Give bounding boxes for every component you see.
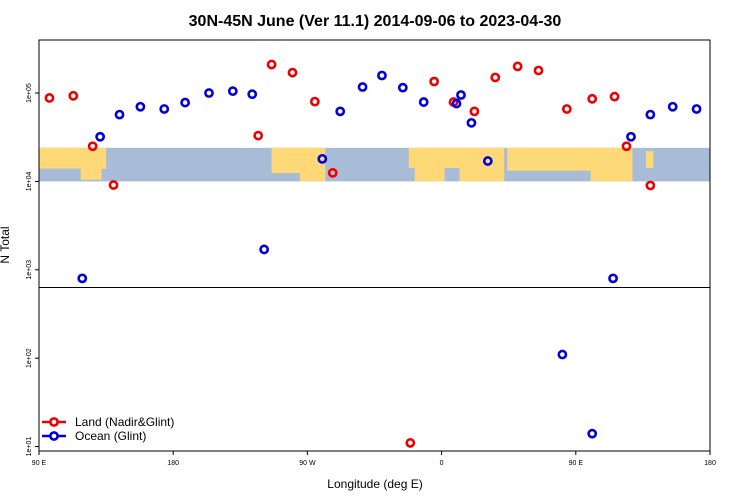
- legend-marker: [49, 417, 59, 427]
- ocean-point: [317, 153, 328, 164]
- legend: Land (Nadir&Glint)Ocean (Glint): [42, 415, 174, 443]
- land-point: [405, 438, 416, 448]
- map-land-1: [80, 166, 102, 180]
- ocean-point: [482, 156, 493, 166]
- land-point: [87, 141, 98, 152]
- land-point: [587, 93, 598, 104]
- ocean-point: [357, 82, 368, 92]
- map-land-8: [590, 167, 633, 182]
- map-land-6: [459, 167, 505, 182]
- land-point: [68, 90, 79, 101]
- ocean-point: [667, 101, 678, 112]
- ocean-point: [204, 88, 214, 98]
- ocean-point: [247, 89, 258, 100]
- ocean-point: [587, 428, 598, 439]
- land-point: [309, 96, 320, 107]
- plot-frame: [38, 39, 711, 452]
- land-point: [253, 130, 264, 141]
- ocean-point: [180, 97, 191, 108]
- ocean-point: [114, 109, 125, 120]
- land-point: [645, 180, 656, 191]
- map-land-4: [408, 147, 505, 168]
- land-point: [327, 167, 338, 178]
- y-tick-label: 1e+04: [26, 171, 33, 191]
- ocean-point: [77, 273, 88, 284]
- y-tick-label: 1e+01: [26, 437, 33, 457]
- map-land-3: [299, 167, 326, 182]
- map-land-7: [507, 147, 633, 171]
- x-tick-label: 0: [440, 460, 444, 467]
- land-point: [429, 76, 440, 87]
- y-tick-label: 1e+03: [26, 260, 33, 280]
- ocean-point: [335, 106, 346, 117]
- x-axis-label: Longitude (deg E): [327, 477, 422, 491]
- ocean-point: [259, 244, 270, 255]
- x-tick-label: 180: [167, 460, 179, 467]
- ocean-point: [645, 109, 656, 120]
- land-point: [44, 93, 55, 103]
- x-tick-label: 90 E: [569, 460, 584, 467]
- ocean-point: [397, 82, 408, 93]
- land-point: [469, 106, 480, 117]
- map-land-9: [645, 151, 654, 168]
- ocean-point: [626, 131, 636, 142]
- y-tick-label: 1e+02: [26, 348, 33, 368]
- ocean-point: [418, 97, 429, 107]
- world-map-band: [39, 147, 710, 182]
- land-point: [533, 65, 544, 76]
- chart-title: 30N-45N June (Ver 11.1) 2014-09-06 to 20…: [189, 13, 562, 30]
- y-axis-label: N Total: [0, 226, 12, 263]
- land-point: [287, 67, 298, 78]
- ocean-point: [691, 104, 702, 114]
- ocean-point: [227, 86, 238, 97]
- map-land-0: [39, 147, 107, 169]
- x-tick-label: 180: [704, 460, 716, 467]
- ocean-point: [451, 98, 462, 109]
- legend-label: Ocean (Glint): [75, 429, 146, 443]
- legend-label: Land (Nadir&Glint): [75, 415, 174, 429]
- ocean-point: [466, 117, 477, 128]
- land-point: [266, 59, 277, 70]
- x-tick-label: 90 W: [299, 460, 316, 467]
- land-point: [512, 61, 523, 72]
- ocean-point: [608, 273, 618, 284]
- land-point: [561, 104, 572, 114]
- land-point: [621, 141, 632, 152]
- ocean-point: [456, 90, 466, 100]
- ocean-point: [377, 70, 387, 81]
- ocean-point: [557, 349, 568, 360]
- map-land-5: [414, 166, 445, 182]
- ocean-point: [159, 104, 170, 114]
- land-point: [108, 180, 119, 190]
- legend-marker: [49, 431, 59, 441]
- land-point: [609, 91, 620, 102]
- land-point: [490, 72, 501, 83]
- ocean-point: [95, 131, 106, 142]
- ocean-point: [135, 101, 146, 112]
- x-tick-label: 90 E: [32, 460, 47, 467]
- y-tick-label: 1e+05: [26, 83, 33, 103]
